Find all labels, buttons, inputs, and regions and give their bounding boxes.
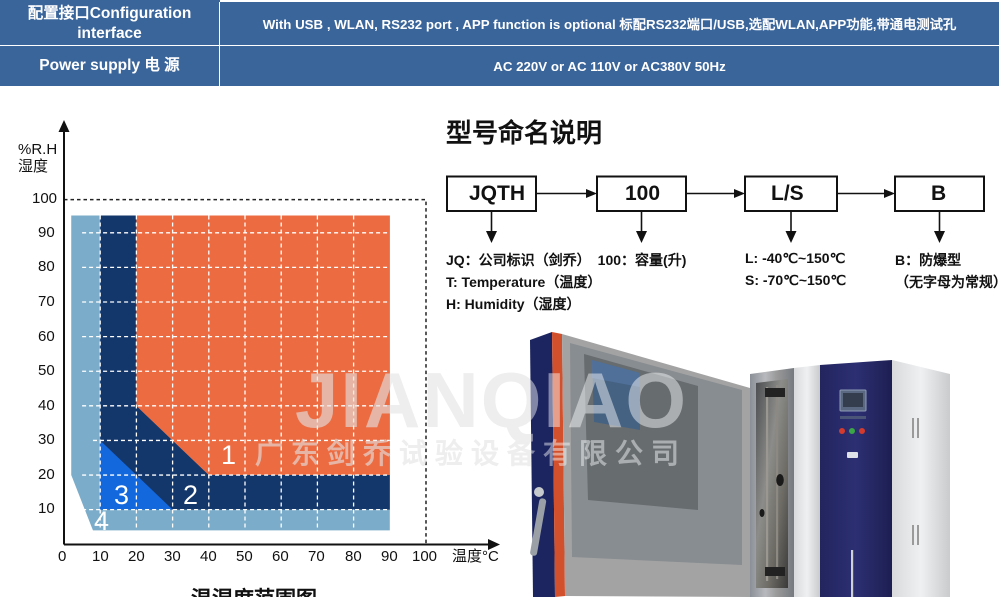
- svg-text:JQTH: JQTH: [469, 182, 525, 205]
- svg-text:100: 100: [625, 182, 660, 205]
- svg-text:L/S: L/S: [771, 182, 804, 205]
- svg-text:B: B: [931, 182, 946, 205]
